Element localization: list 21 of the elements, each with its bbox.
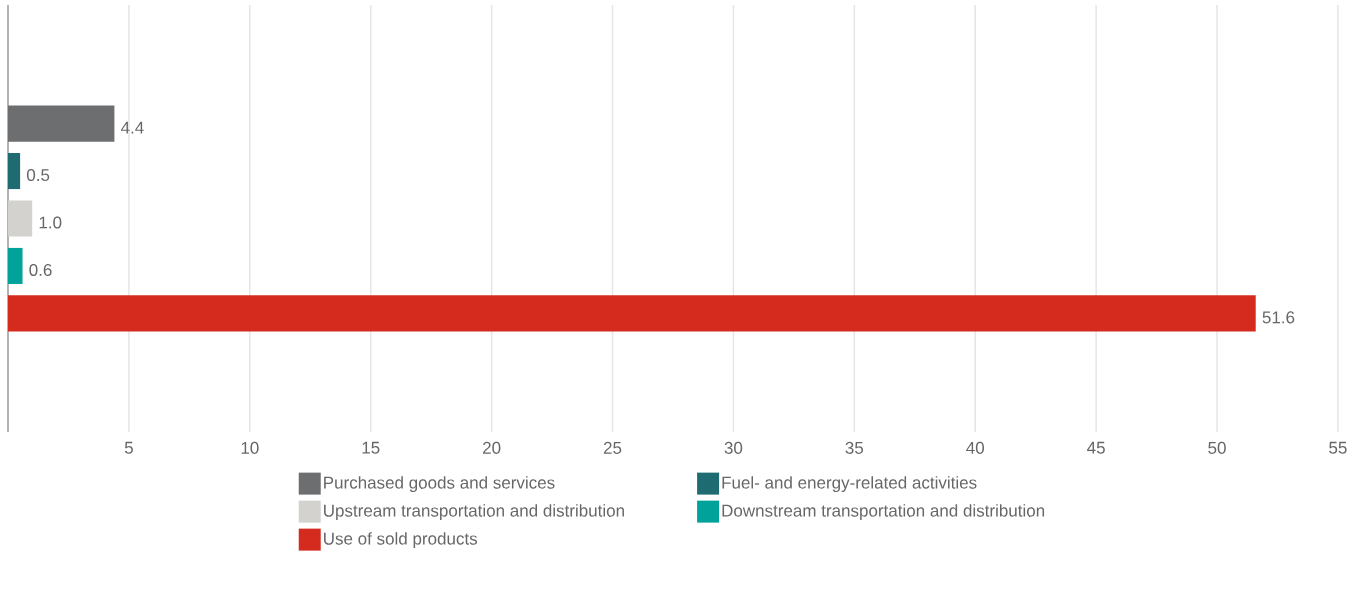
legend-label: Purchased goods and services xyxy=(324,476,555,493)
x-tick-label: 15 xyxy=(362,441,380,454)
legend-label: Fuel- and energy-related activities xyxy=(722,476,977,493)
data-label: 0.6 xyxy=(29,263,52,276)
data-label: 4.4 xyxy=(121,121,144,134)
x-tick-label: 45 xyxy=(1087,441,1105,454)
data-label: 0.5 xyxy=(26,169,50,182)
legend-label: Downstream transportation and distribution xyxy=(722,504,1045,521)
x-tick-label: 30 xyxy=(724,441,743,454)
x-tick-label: 25 xyxy=(603,441,622,454)
data-label: 51.6 xyxy=(1262,311,1295,324)
data-label: 1.0 xyxy=(39,216,62,229)
x-tick-label: 50 xyxy=(1208,441,1226,454)
x-tick-label: 40 xyxy=(966,441,985,454)
legend-label: Upstream transportation and distribution xyxy=(324,504,624,521)
x-tick-label: 55 xyxy=(1329,441,1347,454)
x-tick-label: 35 xyxy=(845,441,864,454)
x-tick-label: 5 xyxy=(124,441,133,454)
x-tick-label: 10 xyxy=(241,441,259,454)
x-tick-label: 20 xyxy=(483,441,501,454)
legend-label: Use of sold products xyxy=(324,532,478,549)
